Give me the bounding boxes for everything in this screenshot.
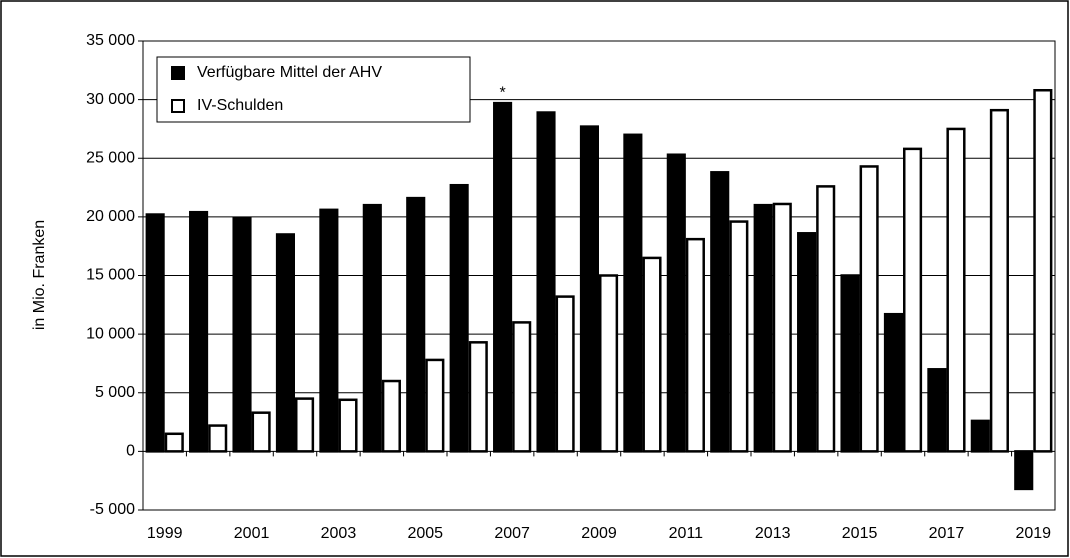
y-tick-label: 35 000	[86, 32, 135, 49]
y-tick-label: 25 000	[86, 149, 135, 166]
bar	[1033, 88, 1053, 453]
bar	[623, 133, 643, 453]
y-tick-label: -5 000	[90, 501, 135, 518]
bar	[319, 208, 339, 453]
bar	[729, 220, 749, 453]
y-tick-label: 20 000	[86, 208, 135, 225]
x-tick-label: 1999	[147, 525, 183, 542]
bar	[859, 165, 879, 453]
bar	[642, 256, 662, 453]
bar	[989, 108, 1009, 453]
bar	[381, 379, 401, 453]
legend-swatch	[171, 66, 185, 80]
bar	[362, 203, 382, 453]
bar	[579, 125, 599, 453]
bar	[512, 321, 532, 453]
bar	[946, 127, 966, 453]
bar	[164, 432, 184, 453]
bar	[468, 341, 488, 453]
bar	[275, 233, 295, 453]
bar	[797, 232, 817, 453]
y-axis-title: in Mio. Franken	[31, 220, 48, 330]
x-tick-label: 2005	[407, 525, 443, 542]
y-tick-label: 5 000	[95, 384, 135, 401]
bar	[406, 196, 426, 453]
x-tick-label: 2019	[1015, 525, 1051, 542]
bar	[599, 274, 619, 453]
bar	[338, 398, 358, 453]
bar	[970, 419, 990, 453]
bar	[189, 210, 209, 453]
legend-swatch	[171, 99, 185, 113]
bar	[772, 202, 792, 453]
x-tick-label: 2003	[321, 525, 357, 542]
x-tick-label: 2015	[842, 525, 878, 542]
bar	[816, 185, 836, 453]
x-tick-label: 2017	[929, 525, 965, 542]
annotation: *	[499, 84, 505, 101]
legend-label: Verfügbare Mittel der AHV	[197, 64, 382, 81]
y-tick-label: 0	[126, 443, 135, 460]
bar	[208, 424, 228, 453]
bar	[927, 368, 947, 453]
x-tick-label: 2013	[755, 525, 791, 542]
bar	[555, 295, 575, 453]
bar	[425, 358, 445, 453]
bar	[883, 312, 903, 453]
y-tick-label: 10 000	[86, 325, 135, 342]
x-tick-label: 2001	[234, 525, 270, 542]
bar	[232, 216, 252, 453]
legend-label: IV-Schulden	[197, 97, 283, 114]
x-tick-label: 2009	[581, 525, 617, 542]
bar	[536, 111, 556, 453]
y-tick-label: 15 000	[86, 267, 135, 284]
bar	[145, 213, 165, 453]
bar	[1014, 450, 1034, 491]
x-tick-label: 2011	[669, 525, 704, 542]
bar	[710, 171, 730, 453]
bar	[666, 153, 686, 453]
y-tick-label: 30 000	[86, 91, 135, 108]
bar	[840, 274, 860, 453]
bar	[449, 183, 469, 453]
bar	[493, 101, 513, 453]
x-tick-label: 2007	[494, 525, 530, 542]
bar	[295, 397, 315, 453]
bar	[251, 411, 271, 453]
bar	[903, 147, 923, 453]
legend-box	[156, 56, 471, 123]
bar	[685, 237, 705, 453]
bar	[753, 203, 773, 453]
